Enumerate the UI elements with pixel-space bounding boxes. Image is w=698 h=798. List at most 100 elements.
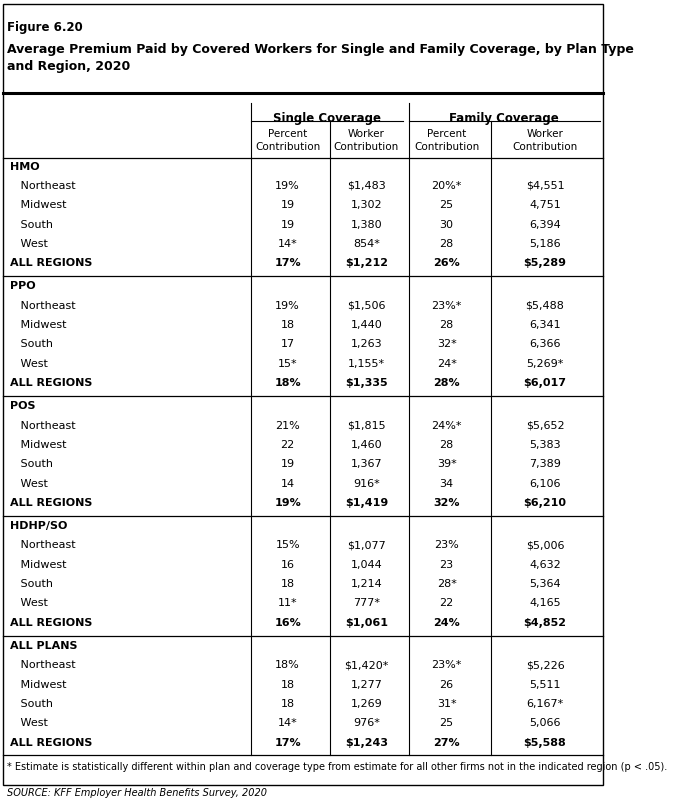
Text: 5,269*: 5,269* — [526, 359, 564, 369]
Text: 14*: 14* — [278, 718, 297, 729]
Text: 23%*: 23%* — [431, 660, 462, 670]
Text: South: South — [10, 219, 52, 230]
Text: Northeast: Northeast — [10, 301, 75, 310]
Text: 4,751: 4,751 — [529, 200, 561, 211]
Text: * Estimate is statistically different within plan and coverage type from estimat: * Estimate is statistically different wi… — [7, 762, 667, 772]
Text: 5,364: 5,364 — [529, 579, 560, 589]
Text: 28%: 28% — [433, 378, 460, 388]
Text: $4,551: $4,551 — [526, 181, 565, 191]
Text: 1,302: 1,302 — [350, 200, 383, 211]
Text: 5,066: 5,066 — [529, 718, 560, 729]
Text: 7,389: 7,389 — [529, 460, 561, 469]
Text: $6,210: $6,210 — [524, 498, 567, 508]
Text: $5,488: $5,488 — [526, 301, 565, 310]
Text: 24*: 24* — [437, 359, 456, 369]
Text: Percent
Contribution: Percent Contribution — [255, 129, 320, 152]
Text: 15*: 15* — [278, 359, 297, 369]
Text: $4,852: $4,852 — [524, 618, 567, 628]
Text: 25: 25 — [440, 718, 454, 729]
Text: 5,511: 5,511 — [529, 680, 560, 689]
Text: 17%: 17% — [274, 737, 301, 748]
Text: 14: 14 — [281, 479, 295, 488]
Text: 19: 19 — [281, 219, 295, 230]
Text: 39*: 39* — [437, 460, 456, 469]
Text: $1,419: $1,419 — [345, 498, 388, 508]
Text: 1,044: 1,044 — [350, 560, 383, 570]
Text: 18%: 18% — [275, 660, 300, 670]
Text: 18: 18 — [281, 579, 295, 589]
Text: $1,335: $1,335 — [345, 378, 387, 388]
Text: ALL REGIONS: ALL REGIONS — [10, 498, 92, 508]
Text: Figure 6.20: Figure 6.20 — [7, 22, 83, 34]
Text: 14*: 14* — [278, 239, 297, 249]
Text: 28: 28 — [440, 239, 454, 249]
Text: 4,632: 4,632 — [529, 560, 561, 570]
Text: POS: POS — [10, 401, 35, 411]
Text: 28: 28 — [440, 320, 454, 330]
Text: 23%: 23% — [434, 540, 459, 551]
Text: 19: 19 — [281, 200, 295, 211]
Text: Northeast: Northeast — [10, 540, 75, 551]
Text: 15%: 15% — [275, 540, 300, 551]
Text: Worker
Contribution: Worker Contribution — [334, 129, 399, 152]
Text: $6,017: $6,017 — [524, 378, 567, 388]
Text: 19: 19 — [281, 460, 295, 469]
Text: 28: 28 — [440, 440, 454, 450]
Text: $5,006: $5,006 — [526, 540, 564, 551]
Text: $1,483: $1,483 — [347, 181, 386, 191]
Text: $5,289: $5,289 — [524, 259, 567, 268]
Text: Average Premium Paid by Covered Workers for Single and Family Coverage, by Plan : Average Premium Paid by Covered Workers … — [7, 42, 634, 73]
Text: 26: 26 — [440, 680, 454, 689]
Text: Northeast: Northeast — [10, 181, 75, 191]
Text: Single Coverage: Single Coverage — [273, 112, 381, 125]
Text: 5,383: 5,383 — [529, 440, 560, 450]
Text: 24%: 24% — [433, 618, 460, 628]
Text: West: West — [10, 479, 47, 488]
Text: 1,155*: 1,155* — [348, 359, 385, 369]
Text: 19%: 19% — [274, 498, 301, 508]
Text: 6,106: 6,106 — [529, 479, 560, 488]
Text: South: South — [10, 699, 52, 709]
Text: 32*: 32* — [437, 339, 456, 350]
Text: HMO: HMO — [10, 162, 39, 172]
Text: 20%*: 20%* — [431, 181, 462, 191]
Text: $1,243: $1,243 — [345, 737, 388, 748]
Text: 17: 17 — [281, 339, 295, 350]
Text: $5,226: $5,226 — [526, 660, 565, 670]
Text: 22: 22 — [281, 440, 295, 450]
Text: $1,061: $1,061 — [345, 618, 388, 628]
Text: 6,394: 6,394 — [529, 219, 561, 230]
Text: $1,077: $1,077 — [347, 540, 386, 551]
Text: 4,165: 4,165 — [529, 598, 560, 608]
Text: 22: 22 — [440, 598, 454, 608]
Text: Midwest: Midwest — [10, 560, 66, 570]
Text: 1,263: 1,263 — [350, 339, 383, 350]
Text: ALL REGIONS: ALL REGIONS — [10, 259, 92, 268]
Text: SOURCE: KFF Employer Health Benefits Survey, 2020: SOURCE: KFF Employer Health Benefits Sur… — [7, 788, 267, 798]
Text: 24%*: 24%* — [431, 421, 462, 431]
Text: 18%: 18% — [274, 378, 301, 388]
Text: 1,214: 1,214 — [350, 579, 383, 589]
Text: West: West — [10, 359, 47, 369]
Text: 1,460: 1,460 — [350, 440, 383, 450]
Text: 6,167*: 6,167* — [526, 699, 564, 709]
Text: 31*: 31* — [437, 699, 456, 709]
Text: $1,506: $1,506 — [347, 301, 385, 310]
Text: 6,366: 6,366 — [529, 339, 560, 350]
Text: 18: 18 — [281, 699, 295, 709]
Text: 27%: 27% — [433, 737, 460, 748]
Text: Northeast: Northeast — [10, 421, 75, 431]
Text: Midwest: Midwest — [10, 200, 66, 211]
Text: West: West — [10, 718, 47, 729]
Text: $5,652: $5,652 — [526, 421, 565, 431]
Text: $1,420*: $1,420* — [344, 660, 389, 670]
Text: 916*: 916* — [353, 479, 380, 488]
Text: 26%: 26% — [433, 259, 460, 268]
Text: 16: 16 — [281, 560, 295, 570]
Text: South: South — [10, 579, 52, 589]
Text: 28*: 28* — [437, 579, 456, 589]
Text: $5,588: $5,588 — [524, 737, 566, 748]
Text: Family Coverage: Family Coverage — [450, 112, 559, 125]
Text: Midwest: Midwest — [10, 320, 66, 330]
Text: 777*: 777* — [353, 598, 380, 608]
